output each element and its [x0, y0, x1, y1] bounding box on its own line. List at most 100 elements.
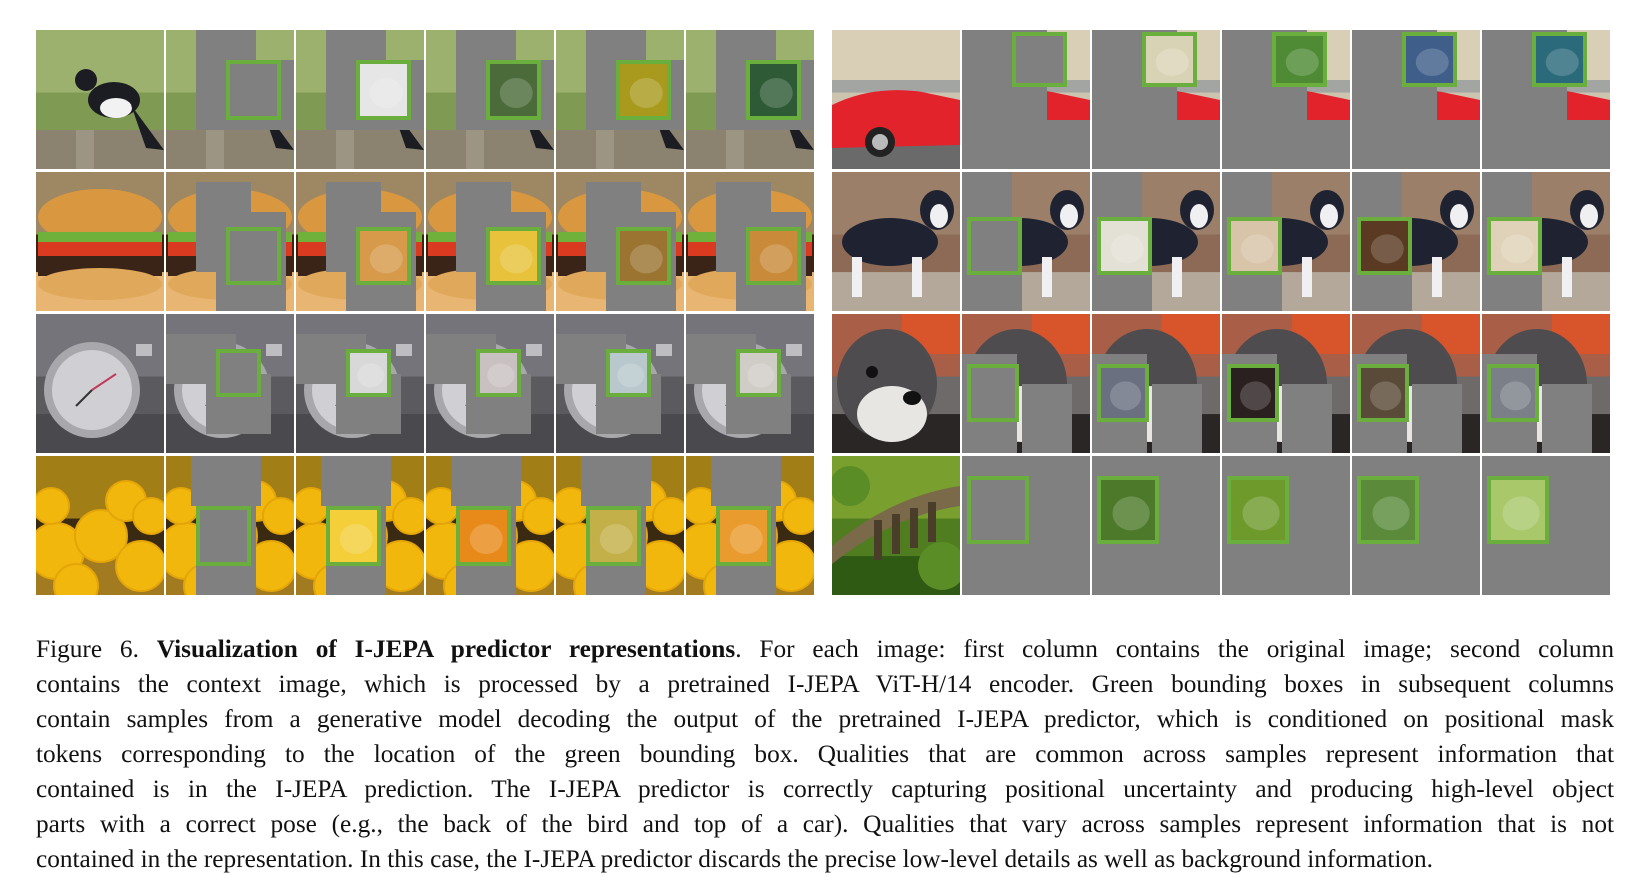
original-image-graphic — [832, 30, 960, 169]
green-bounding-box — [326, 506, 381, 566]
green-bounding-box — [486, 60, 541, 120]
sample-patch — [1227, 217, 1282, 275]
caption-line-6: parts with a correct pose (e.g., the bac… — [36, 810, 1614, 838]
predicted-sample — [1482, 172, 1610, 311]
green-bounding-box — [356, 60, 411, 120]
predicted-sample — [296, 314, 424, 453]
predicted-sample-graphic — [426, 30, 554, 169]
sample-patch — [356, 60, 411, 120]
context-image — [166, 30, 294, 169]
predicted-sample-graphic — [1222, 172, 1350, 311]
predicted-sample-graphic — [296, 172, 424, 311]
original-image — [832, 30, 960, 169]
predicted-sample-graphic — [426, 456, 554, 595]
predicted-sample-graphic — [296, 456, 424, 595]
predicted-sample-graphic — [1092, 314, 1220, 453]
predicted-sample-graphic — [556, 456, 684, 595]
predicted-sample-graphic — [1482, 30, 1610, 169]
context-mask — [1352, 172, 1402, 222]
context-mask — [1152, 384, 1202, 453]
sample-patch — [586, 506, 641, 566]
green-bounding-box — [216, 349, 261, 397]
predicted-sample-graphic — [296, 314, 424, 453]
sample-patch — [1487, 217, 1542, 275]
predicted-sample — [1222, 456, 1350, 595]
predicted-sample — [556, 30, 684, 169]
predicted-sample-graphic — [686, 172, 814, 311]
original-image-graphic — [36, 456, 164, 595]
original-image — [36, 172, 164, 311]
context-image-graphic — [962, 314, 1090, 453]
predicted-sample-graphic — [1092, 456, 1220, 595]
predicted-sample-graphic — [1482, 456, 1610, 595]
context-image — [962, 30, 1090, 169]
original-image — [36, 30, 164, 169]
green-bounding-box — [1357, 217, 1412, 275]
context-image — [166, 172, 294, 311]
original-image-graphic — [832, 456, 960, 595]
context-mask — [1482, 172, 1532, 222]
predicted-sample-graphic — [1482, 172, 1610, 311]
green-bounding-box — [1487, 476, 1549, 544]
predicted-sample — [556, 314, 684, 453]
sample-patch — [1227, 476, 1289, 544]
context-mask — [1352, 120, 1480, 169]
green-bounding-box — [967, 364, 1019, 422]
predicted-sample-graphic — [556, 30, 684, 169]
sample-patch — [356, 227, 411, 285]
predicted-sample — [1092, 172, 1220, 311]
caption-line-2: contains the context image, which is pro… — [36, 670, 1614, 698]
context-mask — [1092, 172, 1142, 222]
green-bounding-box — [1227, 476, 1289, 544]
green-bounding-box — [1357, 476, 1419, 544]
predicted-sample — [296, 456, 424, 595]
green-bounding-box — [196, 506, 251, 566]
green-bounding-box — [1097, 364, 1149, 422]
sample-patch — [606, 349, 651, 397]
sample-patch — [1357, 476, 1419, 544]
sample-patch — [1097, 364, 1149, 422]
predicted-sample — [426, 172, 554, 311]
figure-caption: Figure 6. Visualization of I-JEPA predic… — [36, 632, 1614, 877]
caption-line-4: tokens corresponding to the location of … — [36, 740, 1614, 768]
sample-patch — [746, 60, 801, 120]
predicted-sample — [1092, 456, 1220, 595]
sample-patch — [1487, 476, 1549, 544]
green-bounding-box — [356, 227, 411, 285]
context-mask — [1092, 120, 1220, 169]
predicted-sample — [686, 314, 814, 453]
green-bounding-box — [1532, 32, 1587, 87]
sample-patch — [486, 60, 541, 120]
predicted-sample-graphic — [426, 314, 554, 453]
context-image — [962, 456, 1090, 595]
green-bounding-box — [1227, 364, 1279, 422]
context-image — [962, 314, 1090, 453]
green-bounding-box — [746, 60, 801, 120]
image-grid-left — [36, 30, 814, 595]
original-image-graphic — [36, 30, 164, 169]
predicted-sample-graphic — [1092, 30, 1220, 169]
predicted-sample — [686, 172, 814, 311]
predicted-sample-graphic — [556, 172, 684, 311]
green-bounding-box — [1272, 32, 1327, 87]
context-image-graphic — [166, 172, 294, 311]
green-bounding-box — [1487, 364, 1539, 422]
sample-patch — [1532, 32, 1587, 87]
green-bounding-box — [1357, 364, 1409, 422]
predicted-sample — [1482, 456, 1610, 595]
context-image-graphic — [962, 172, 1090, 311]
green-bounding-box — [1487, 217, 1542, 275]
context-image — [166, 456, 294, 595]
predicted-sample-graphic — [1222, 30, 1350, 169]
original-image — [36, 314, 164, 453]
context-mask — [1222, 120, 1350, 169]
context-image — [962, 172, 1090, 311]
sample-patch — [616, 60, 671, 120]
sample-patch — [716, 506, 771, 566]
caption-line-7: contained in the representation. In this… — [36, 845, 1433, 873]
original-image — [36, 456, 164, 595]
sample-patch — [1142, 32, 1197, 87]
original-image — [832, 314, 960, 453]
sample-patch — [1487, 364, 1539, 422]
sample-patch — [1357, 217, 1412, 275]
